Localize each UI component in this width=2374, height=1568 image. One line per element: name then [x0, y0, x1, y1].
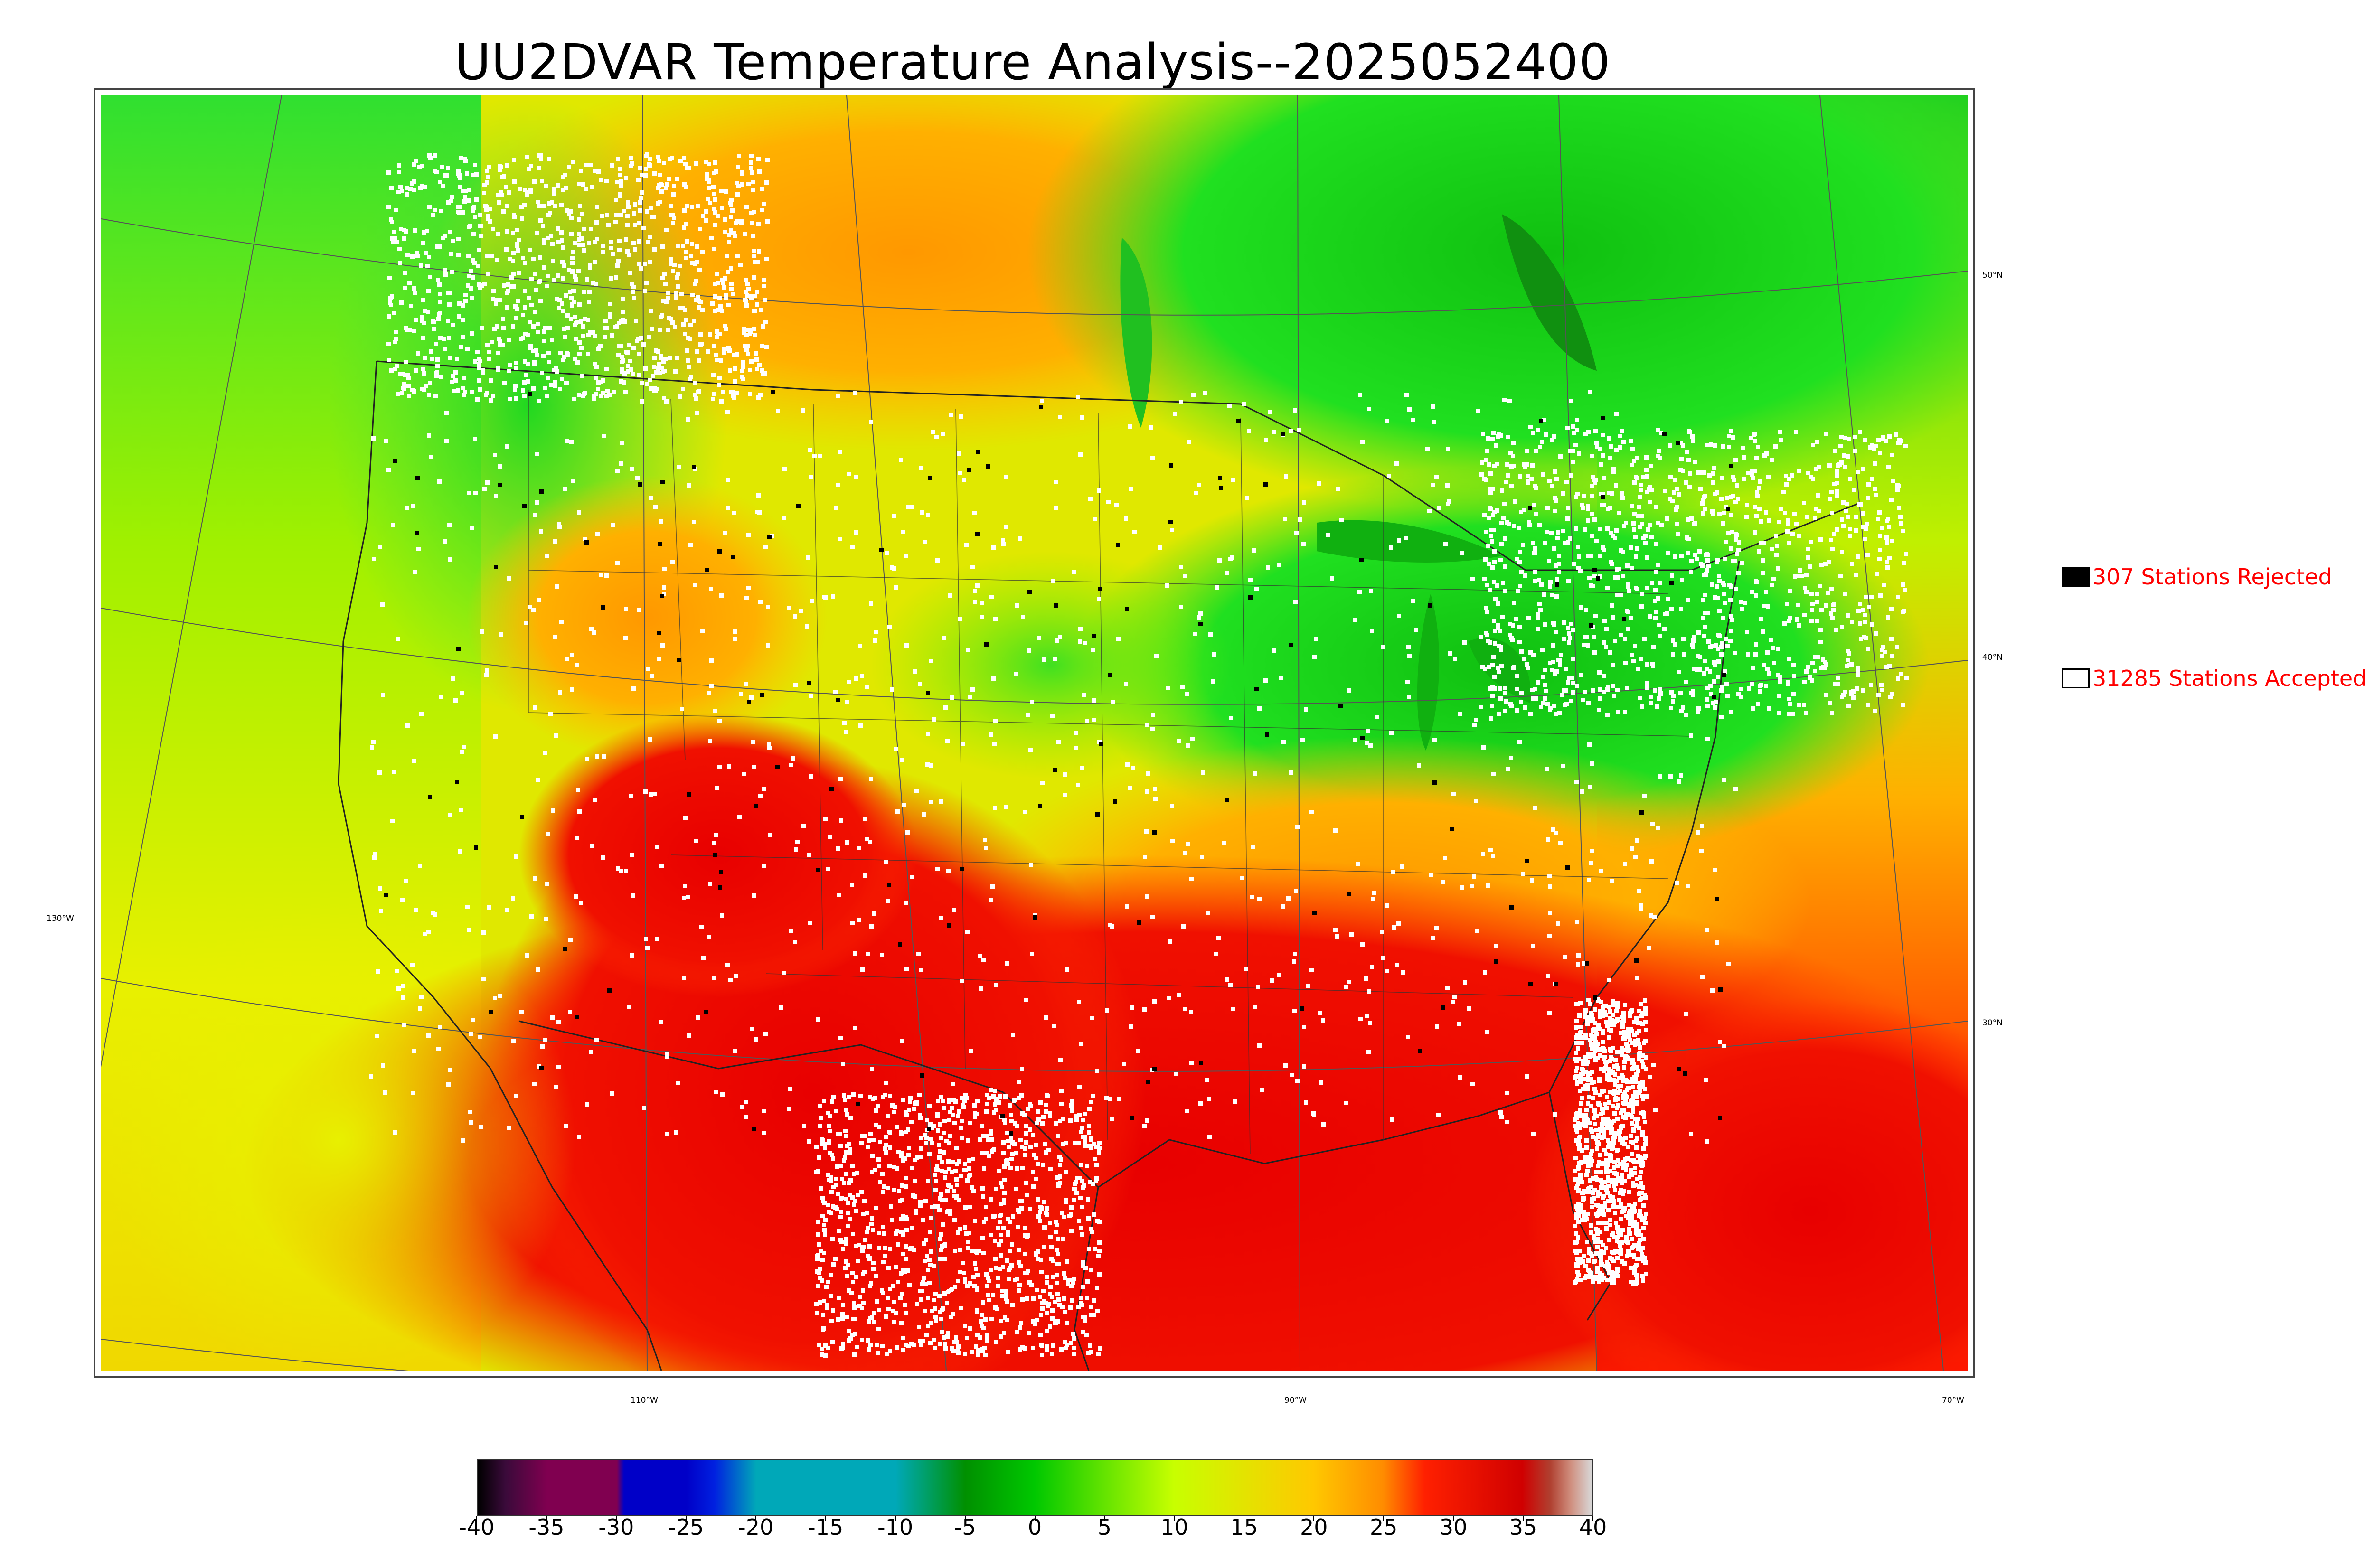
james-bay: [1502, 214, 1597, 371]
parallel-20n: [101, 1339, 409, 1371]
colorbar-tick-label: 25: [1369, 1514, 1398, 1540]
accepted-stations: [369, 152, 1909, 1358]
lon-label-70w: 70°W: [1942, 1396, 1964, 1405]
legend-rejected: 307 Stations Rejected: [2062, 564, 2332, 590]
lon-label-110w: 110°W: [631, 1396, 658, 1405]
colorbar-tick-label: 35: [1509, 1514, 1537, 1540]
lon-label-90w: 90°W: [1284, 1396, 1307, 1405]
state-lines: [528, 390, 1692, 1155]
legend-accepted-label: 31285 Stations Accepted: [2092, 666, 2367, 691]
colorbar-tick-label: 40: [1579, 1514, 1607, 1540]
colorbar-tick-label: 10: [1160, 1514, 1188, 1540]
colorbar-tick-label: -10: [877, 1514, 914, 1540]
colorbar-tick: [476, 1516, 477, 1521]
colorbar-tick: [895, 1516, 896, 1521]
colorbar-tick-label: 30: [1439, 1514, 1468, 1540]
graticule: [101, 95, 1968, 1371]
parallel-40n: [101, 608, 1968, 705]
eastern-canada-cool: [1027, 95, 1968, 518]
map-title: UU2DVAR Temperature Analysis--2025052400: [454, 33, 1611, 91]
colorbar-tick: [1523, 1516, 1524, 1521]
intermountain-warm: [467, 475, 828, 760]
mexico-gulf-coast: [1074, 1187, 1099, 1371]
lon-label-130w: 130°W: [47, 914, 74, 923]
colorbar-tick-label: 15: [1230, 1514, 1258, 1540]
temperature-map: [101, 95, 1968, 1371]
lake-superior: [1317, 520, 1502, 563]
colorbar-tick-label: -40: [459, 1514, 495, 1540]
colorbar-tick-label: -15: [808, 1514, 844, 1540]
great-basin-hot: [519, 713, 918, 997]
colorbar-tick-label: -30: [598, 1514, 634, 1540]
gulf-coastline: [1098, 1091, 1550, 1188]
lat-label-30n: 30°N: [1982, 1018, 2003, 1028]
colorbar-tick: [1313, 1516, 1315, 1521]
colorbar-tick-label: -25: [668, 1514, 704, 1540]
legend-rejected-swatch: [2062, 567, 2090, 587]
parallel-30n: [101, 978, 1968, 1072]
colorbar-tick: [1034, 1516, 1036, 1521]
colorbar-tick: [615, 1516, 617, 1521]
meridian-100w: [846, 95, 947, 1371]
colorbar-tick: [755, 1516, 756, 1521]
colorbar-tick: [1592, 1516, 1593, 1521]
meridian-90w: [1297, 95, 1300, 1371]
map-frame: [94, 88, 1975, 1378]
legend-rejected-label: 307 Stations Rejected: [2092, 564, 2332, 590]
rejected-stations: [384, 390, 1733, 1136]
colorbar-tick: [685, 1516, 687, 1521]
colorbar-tick-label: 5: [1097, 1514, 1112, 1540]
legend-accepted-swatch: [2062, 668, 2090, 688]
colorbar-tick-label: -5: [954, 1514, 976, 1540]
eastern-pacific-mild: [101, 902, 576, 1371]
temperature-colorbar: [477, 1459, 1593, 1516]
lat-label-50n: 50°N: [1982, 271, 2003, 280]
meridian-130w: [101, 95, 282, 1067]
northern-plains-cool: [870, 551, 1231, 779]
lat-label-40n: 40°N: [1982, 653, 2003, 662]
lake-michigan: [1417, 594, 1440, 751]
legend-accepted: 31285 Stations Accepted: [2062, 666, 2366, 691]
parallel-50n: [101, 218, 1968, 316]
colorbar-tick: [825, 1516, 826, 1521]
lake-winnipeg: [1120, 238, 1152, 428]
meridian-110w: [642, 95, 648, 1371]
colorbar-tick: [1453, 1516, 1454, 1521]
colorbar-tick-label: 0: [1027, 1514, 1042, 1540]
colorbar-tick: [1174, 1516, 1175, 1521]
meridian-70w: [1819, 95, 1944, 1371]
colorbar-tick: [1104, 1516, 1105, 1521]
colorbar-tick-label: -20: [738, 1514, 774, 1540]
colorbar-tick-label: 20: [1300, 1514, 1328, 1540]
pacific-coastline: [338, 361, 662, 1371]
colorbar-tick-label: -35: [528, 1514, 565, 1540]
colorbar-tick: [546, 1516, 547, 1521]
colorbar-tick: [964, 1516, 966, 1521]
colorbar-tick: [1383, 1516, 1385, 1521]
